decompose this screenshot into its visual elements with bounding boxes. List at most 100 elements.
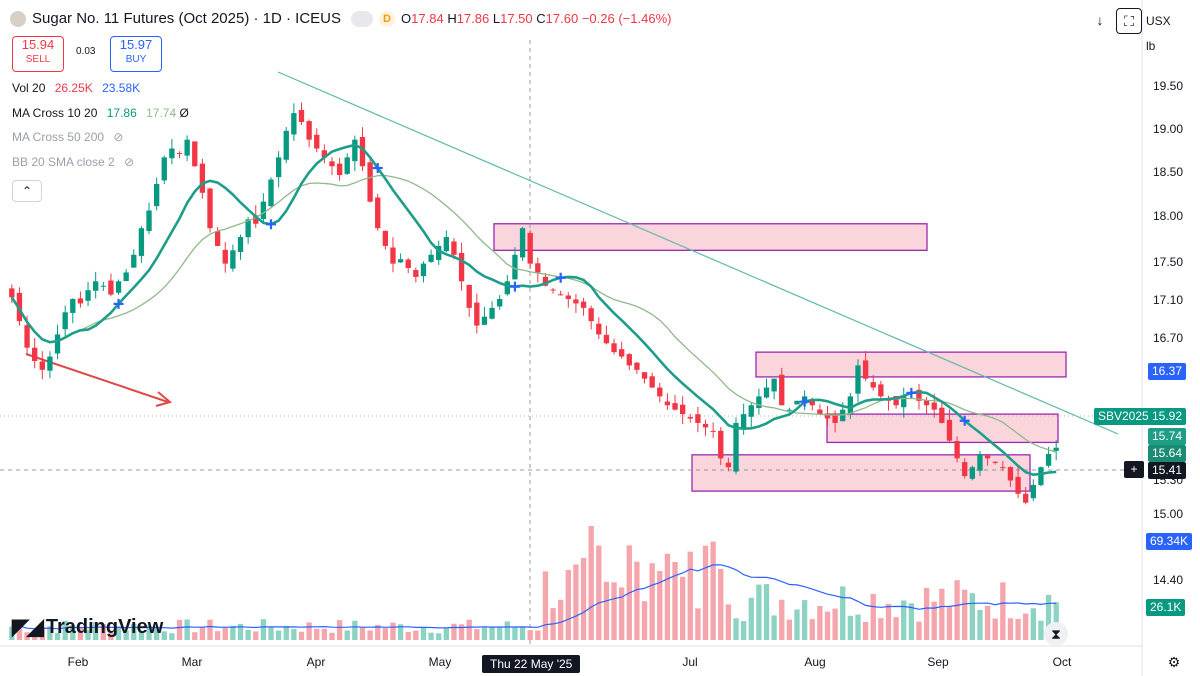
fullscreen-icon[interactable]: ⛶ — [1116, 8, 1142, 34]
ma-cross-marker — [372, 163, 383, 173]
candle-body — [222, 249, 228, 264]
volume-bar — [260, 619, 267, 640]
candle-body — [580, 301, 587, 308]
candle-body — [131, 254, 137, 268]
volume-bar — [306, 622, 312, 640]
volume-bar — [763, 584, 770, 640]
candle-body — [1053, 447, 1059, 451]
ma-fast-tag: 16.37 — [1148, 363, 1187, 380]
volume-bar — [801, 600, 808, 640]
volume-bar — [718, 568, 724, 640]
volume-bar — [946, 606, 953, 640]
volume-bar — [1030, 608, 1036, 640]
ma-slow-line — [11, 174, 1057, 453]
y-tick-label: 17.50 — [1153, 255, 1183, 269]
hidden-eye-icon[interactable]: ⊘ — [124, 155, 135, 169]
candle-body — [123, 272, 129, 282]
spread-value: 0.03 — [76, 46, 96, 57]
download-icon[interactable]: ↓ — [1096, 12, 1104, 28]
volume-bar — [321, 628, 328, 640]
volume-bar — [32, 630, 38, 640]
volume-bar — [840, 586, 846, 640]
candle-body — [214, 231, 221, 246]
volume-bar — [390, 622, 396, 640]
ohlc-readout: O17.84 H17.86 L17.50 C17.60 −0.26 (−1.46… — [401, 11, 672, 26]
volume-bar — [85, 629, 91, 640]
zone-0 — [493, 223, 928, 251]
candle-body — [321, 150, 328, 158]
candle-body — [329, 161, 335, 167]
candle-body — [92, 281, 99, 291]
volume-bar — [70, 625, 76, 640]
buy-button[interactable]: 15.97 BUY — [110, 36, 162, 72]
candle-body — [390, 247, 396, 264]
volume-bar — [832, 608, 838, 640]
candle-body — [1000, 467, 1006, 469]
candle-body — [153, 183, 160, 207]
hidden-eye-icon[interactable]: ⊘ — [113, 130, 124, 144]
crosshair-date-label: Thu 22 May '25 — [482, 655, 581, 673]
indicator-volume[interactable]: Vol 20 26.25K 23.58K — [12, 81, 141, 95]
currency-select[interactable]: USX — [1146, 14, 1171, 28]
volume-ma-line — [11, 564, 1057, 630]
buy-label: BUY — [125, 54, 147, 65]
volume-bar — [497, 627, 503, 640]
eye-toggle-icon[interactable] — [351, 10, 374, 27]
sell-button[interactable]: 15.94 SELL — [12, 36, 64, 72]
volume-bar — [527, 630, 533, 640]
volume-bar — [969, 593, 976, 640]
volume-bar — [298, 631, 305, 640]
volume-bar — [618, 587, 625, 640]
ma-cross-tag: 15.64 — [1148, 445, 1187, 462]
chart-title[interactable]: Sugar No. 11 Futures (Oct 2025) · 1D · I… — [32, 10, 342, 27]
candle-body — [596, 323, 602, 335]
candle-body — [626, 354, 632, 366]
volume-bar — [702, 545, 709, 640]
y-tick-label: 19.50 — [1153, 79, 1183, 93]
candle-body — [588, 308, 594, 322]
candle-body — [946, 419, 953, 441]
candle-body — [832, 413, 838, 423]
candle-body — [855, 365, 861, 394]
settings-icon[interactable]: ⚙ — [1167, 654, 1181, 670]
symbol-tag: SBV2025 — [1094, 408, 1153, 425]
volume-bar — [54, 632, 61, 640]
add-alert-icon[interactable]: + — [1124, 461, 1144, 478]
volume-bar — [687, 551, 693, 640]
candle-body — [809, 400, 815, 406]
candle-body — [54, 334, 61, 354]
candle-body — [695, 414, 701, 423]
x-tick-label: May — [429, 655, 452, 669]
unit-select[interactable]: lb — [1146, 39, 1156, 53]
candle-body — [870, 382, 876, 388]
replay-icon[interactable]: ⧗ — [1044, 622, 1068, 646]
candle-body — [443, 237, 450, 252]
candle-body — [85, 290, 91, 301]
x-tick-label: Apr — [307, 655, 326, 669]
visibility-icon[interactable]: Ø — [179, 106, 189, 120]
volume-bar — [291, 629, 297, 640]
volume-bar — [222, 627, 228, 640]
volume-bar — [535, 630, 541, 640]
ma-cross-marker — [555, 272, 566, 283]
indicator-ma-cross-10-20[interactable]: MA Cross 10 20 17.86 17.74 Ø — [12, 106, 189, 120]
indicator-bb[interactable]: BB 20 SMA close 2 ⊘ — [12, 155, 135, 169]
delayed-badge[interactable]: D — [379, 10, 396, 27]
candle-body — [268, 179, 274, 207]
collapse-legend-button[interactable]: ⌃ — [12, 180, 42, 202]
candle-body — [535, 263, 541, 273]
volume-bar — [169, 633, 175, 640]
candle-body — [702, 423, 709, 428]
volume-bar — [443, 627, 450, 640]
volume-bar — [733, 618, 739, 640]
candle-body — [984, 455, 991, 459]
candle-body — [237, 237, 244, 252]
volume-bar — [283, 625, 289, 640]
candle-body — [192, 141, 198, 167]
volume-bar — [474, 629, 480, 640]
volume-bar — [977, 609, 983, 640]
candle-body — [923, 400, 930, 406]
candle-body — [207, 188, 213, 229]
indicator-ma-cross-50-200[interactable]: MA Cross 50 200 ⊘ — [12, 130, 124, 144]
